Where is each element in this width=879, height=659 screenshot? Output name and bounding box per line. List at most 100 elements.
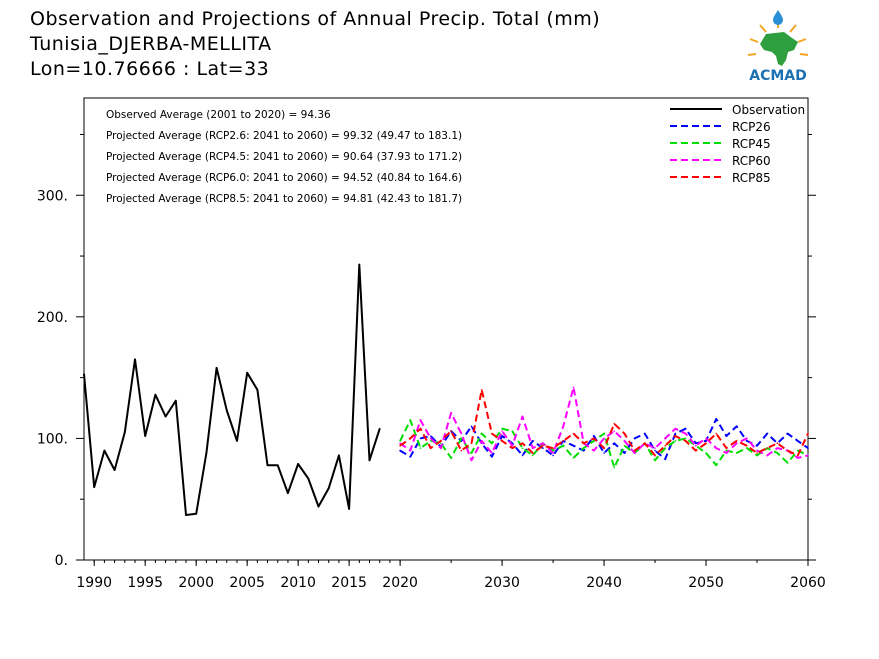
y-tick-label: 0. <box>55 553 68 569</box>
series-rcp45-point <box>572 457 575 459</box>
series-rcp60-point <box>725 452 728 454</box>
series-rcp45-point <box>470 452 473 454</box>
series-observation-line <box>83 263 381 516</box>
series-rcp60-point <box>501 430 503 432</box>
series-rcp60-point <box>419 419 422 421</box>
series-rcp85-point <box>572 432 575 435</box>
series-rcp45-point <box>511 430 514 432</box>
series-rcp85-point <box>633 449 636 452</box>
series-rcp85-point <box>725 447 728 449</box>
logo-text: ACMAD <box>749 68 807 84</box>
series-rcp60-point <box>664 437 667 440</box>
series-rcp60-point <box>562 425 565 428</box>
acmad-logo: ACMAD <box>747 10 809 84</box>
y-tick-label: 100. <box>37 431 68 447</box>
series-observation-point <box>123 431 126 434</box>
series-rcp85-point <box>695 449 697 452</box>
x-tick-label: 2040 <box>586 575 622 591</box>
series-rcp60-point <box>684 432 687 435</box>
series-observation-point <box>215 367 218 369</box>
series-rcp45-point <box>715 464 718 466</box>
series-rcp26-point <box>715 418 718 420</box>
series-observation-point <box>368 459 371 462</box>
series-observation-point <box>276 464 279 466</box>
series-rcp26-point <box>419 437 422 440</box>
series-rcp45-point <box>664 447 667 449</box>
series-rcp45-point <box>593 440 595 442</box>
series-rcp26-point <box>705 440 707 442</box>
series-rcp60-point <box>654 447 656 449</box>
series-rcp85-point <box>501 440 503 442</box>
series-rcp60-point <box>776 447 779 449</box>
series-rcp60-point <box>807 454 809 457</box>
series-rcp45-point <box>521 447 524 449</box>
legend-label-rcp60: RCP60 <box>732 154 771 168</box>
series-rcp60-point <box>613 430 616 432</box>
series-rcp26-point <box>735 425 738 428</box>
legend-label-rcp26: RCP26 <box>732 120 771 134</box>
series-rcp45-point <box>531 454 534 457</box>
series-rcp85-point <box>470 442 473 445</box>
x-tick-label: 1990 <box>76 575 112 591</box>
annotation-line: Projected Average (RCP8.5: 2041 to 2060)… <box>106 193 462 205</box>
series-observation-point <box>358 263 361 266</box>
series-rcp60-point <box>593 449 595 452</box>
series-rcp45-point <box>409 419 412 421</box>
water-drop-icon <box>773 10 783 25</box>
series-rcp60-point <box>470 459 473 462</box>
series-rcp85-point <box>664 444 667 447</box>
series-rcp45-point <box>705 452 707 454</box>
series-rcp85-point <box>491 432 493 435</box>
series-rcp26-point <box>399 449 401 452</box>
series-rcp26-point <box>531 440 534 442</box>
chart-title: Observation and Projections of Annual Pr… <box>30 8 601 30</box>
series-rcp26-point <box>644 432 646 435</box>
annotation-line: Projected Average (RCP4.5: 2041 to 2060)… <box>106 151 462 163</box>
series-observation-point <box>103 449 106 452</box>
series-rcp26-point <box>746 440 748 442</box>
series-observation-point <box>287 492 289 494</box>
series-observation-point <box>236 440 238 442</box>
series-rcp85-point <box>807 432 809 435</box>
series-rcp26-point <box>593 435 595 437</box>
series-rcp45-point <box>735 452 738 454</box>
series-observation-point <box>134 358 136 361</box>
x-tick-label: 2005 <box>229 575 265 591</box>
series-rcp60-point <box>623 440 626 442</box>
series-rcp26-point <box>521 454 524 457</box>
series-rcp26-point <box>542 447 544 449</box>
series-rcp26-point <box>491 455 493 458</box>
series-rcp45-point <box>654 459 656 462</box>
series-rcp60-line <box>399 386 809 462</box>
station-name: Tunisia_DJERBA-MELLITA <box>30 33 272 55</box>
x-tick-label: 2015 <box>331 575 367 591</box>
series-rcp85-point <box>542 444 544 447</box>
annotation-line: Projected Average (RCP6.0: 2041 to 2060)… <box>106 172 462 184</box>
series-rcp26-point <box>613 442 616 445</box>
series-observation-point <box>378 427 381 430</box>
series-rcp60-point <box>695 444 697 447</box>
series-rcp85-point <box>429 447 432 449</box>
series-observation-point <box>113 469 116 471</box>
series-rcp45-point <box>725 449 728 452</box>
series-rcp60-point <box>542 442 544 445</box>
series-rcp45-point <box>674 440 677 442</box>
series-rcp85-point <box>419 427 422 430</box>
series-rcp60-point <box>603 437 605 440</box>
series-rcp85-point <box>399 444 401 447</box>
series-rcp60-point <box>633 452 636 454</box>
series-rcp85-point <box>531 452 534 454</box>
y-tick-label: 300. <box>37 188 68 204</box>
x-tick-label: 2020 <box>382 575 418 591</box>
series-rcp85-point <box>735 440 738 442</box>
series-observation-point <box>338 454 340 457</box>
series-rcp85-point <box>521 442 524 445</box>
series-rcp45-point <box>582 447 585 449</box>
series-rcp85-point <box>552 447 554 449</box>
series-rcp60-point <box>429 437 432 440</box>
series-rcp85-point <box>480 388 483 391</box>
series-rcp85-point <box>786 449 789 452</box>
series-rcp85-point <box>440 440 442 442</box>
series-rcp45-point <box>419 447 422 449</box>
series-rcp60-point <box>450 412 452 414</box>
